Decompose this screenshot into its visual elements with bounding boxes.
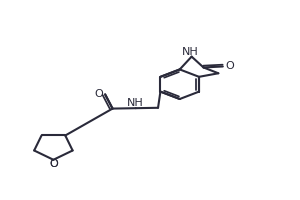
Text: NH: NH — [182, 47, 199, 57]
Text: O: O — [225, 61, 234, 71]
Text: NH: NH — [128, 98, 144, 108]
Text: O: O — [94, 89, 103, 99]
Text: O: O — [49, 159, 58, 169]
Text: O: O — [49, 159, 58, 169]
